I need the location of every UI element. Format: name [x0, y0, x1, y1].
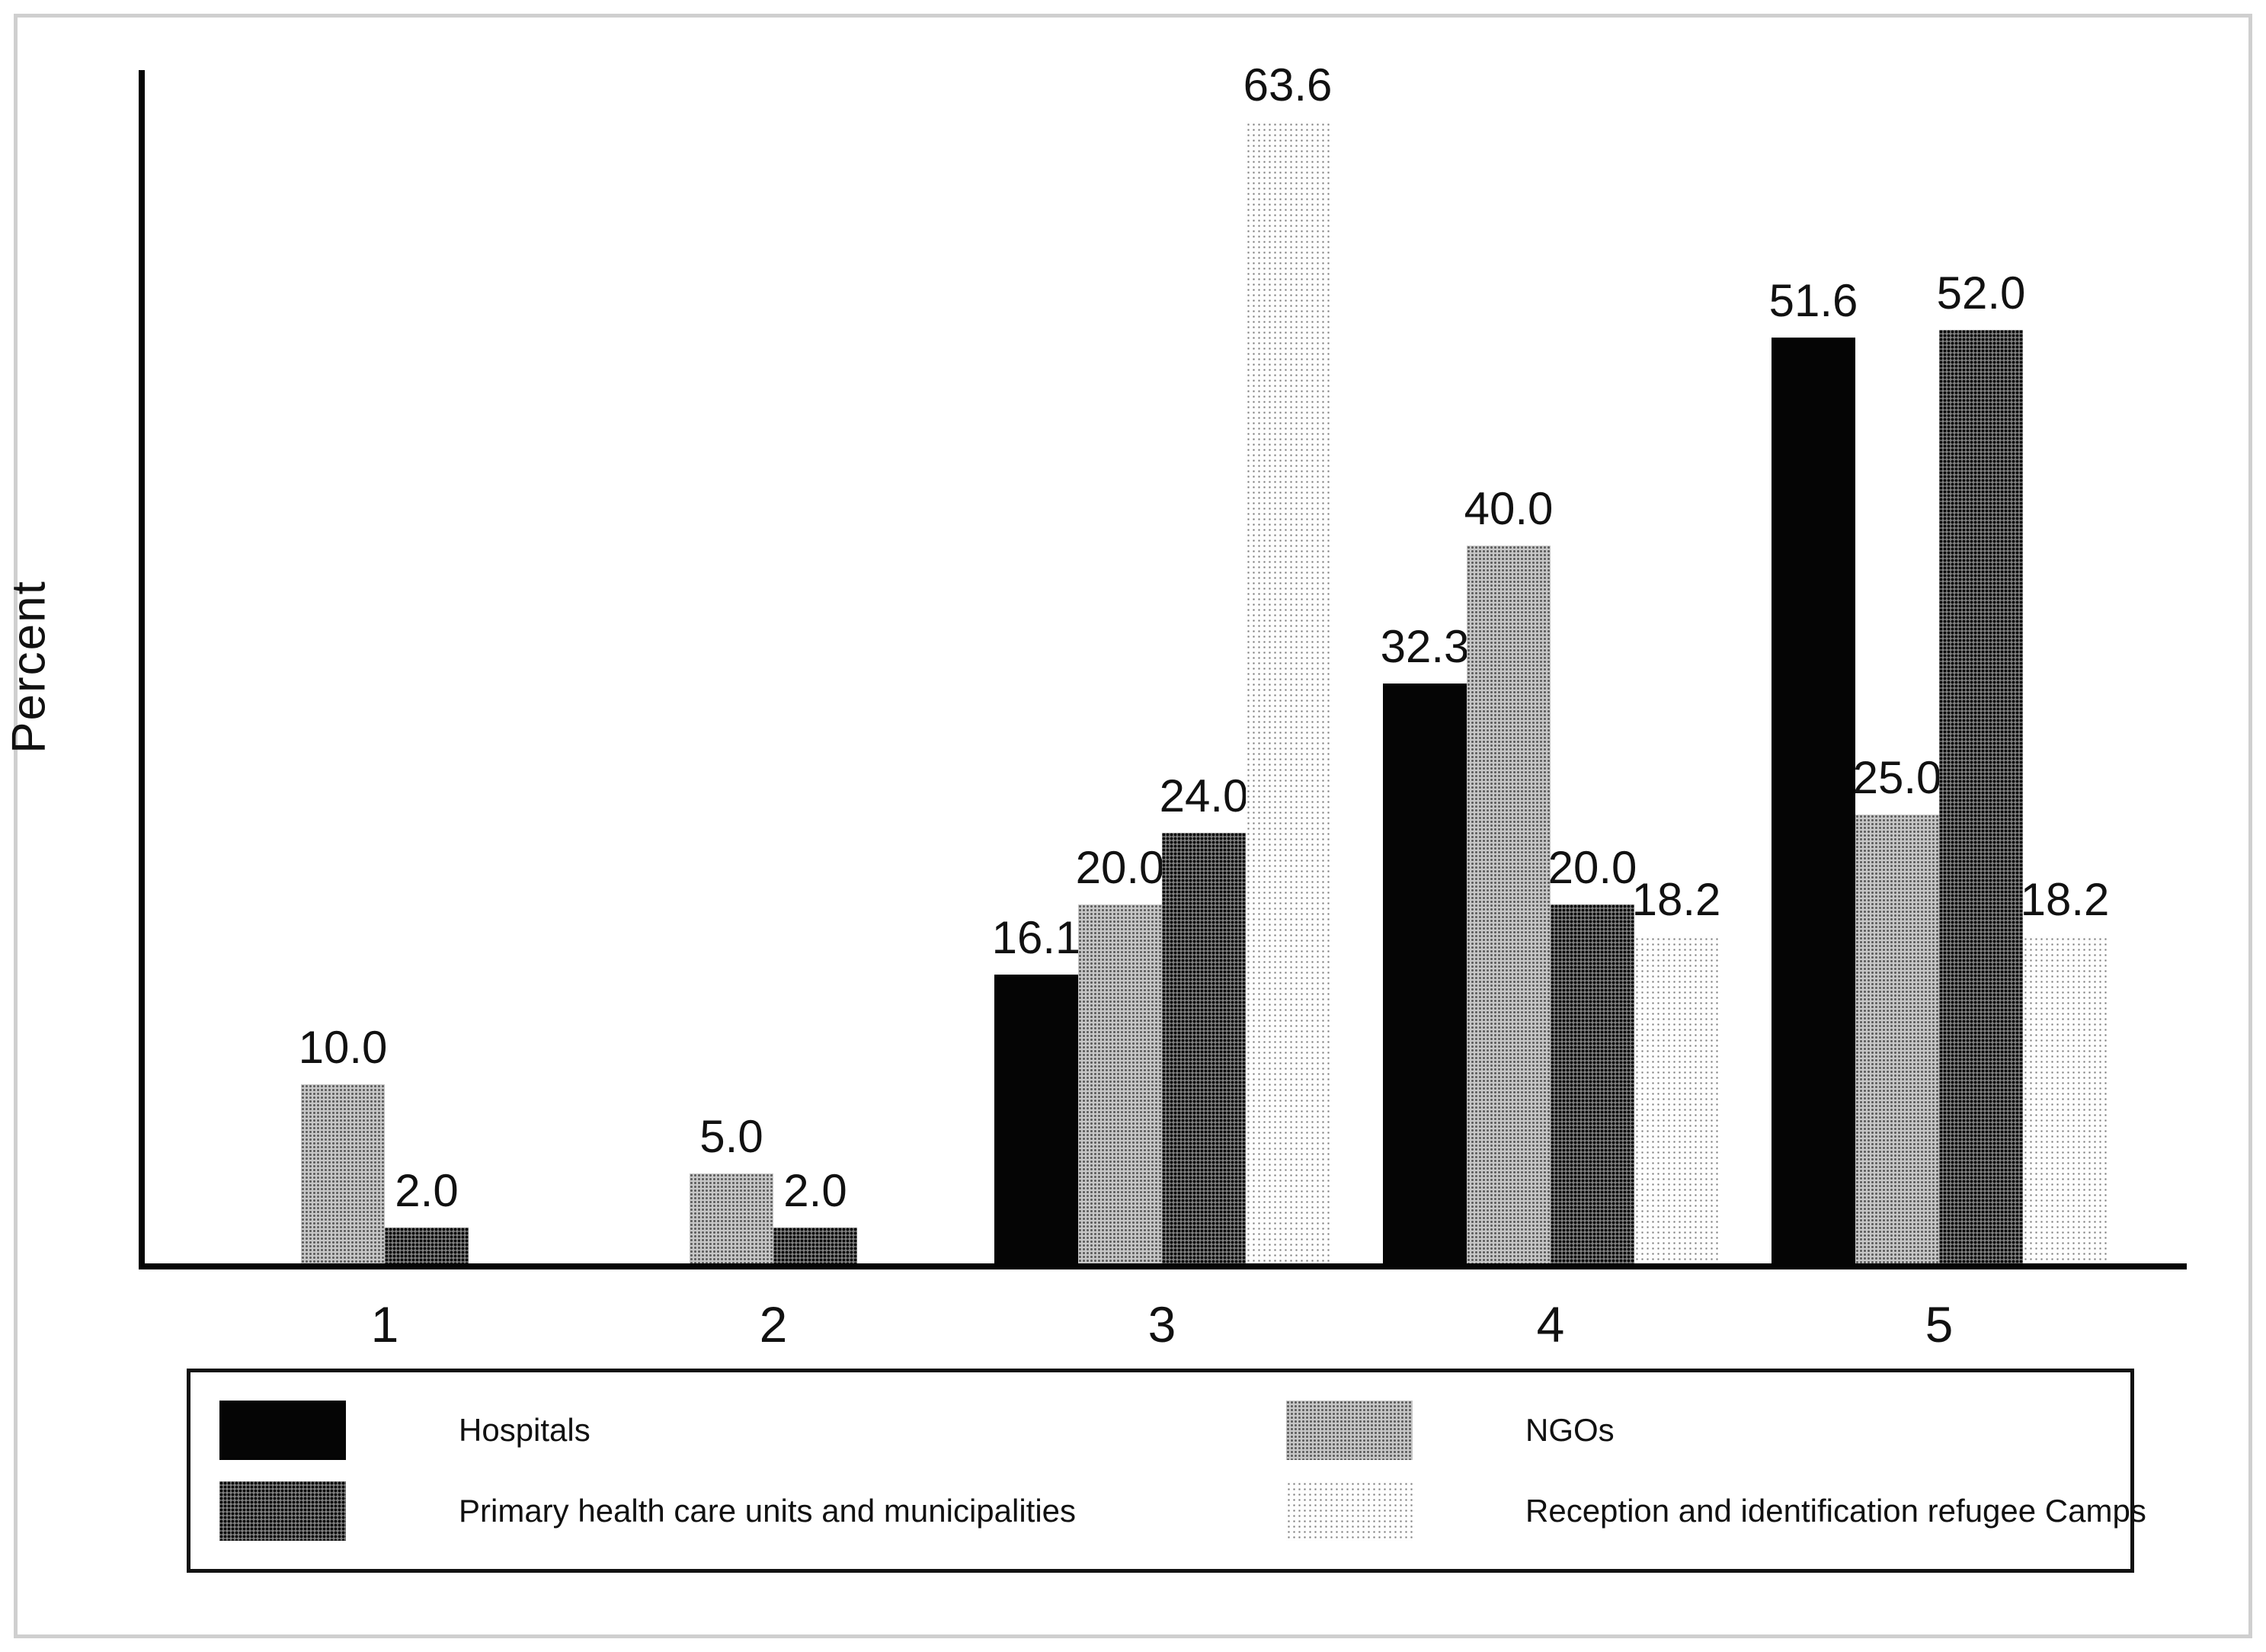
x-tick-label: 5 — [1925, 1296, 1954, 1353]
bar-value-label: 63.6 — [1243, 59, 1333, 110]
legend-swatch — [1286, 1401, 1413, 1460]
bar — [773, 1228, 857, 1263]
bar-value-label: 10.0 — [298, 1022, 388, 1073]
bar-value-label: 24.0 — [1159, 770, 1249, 821]
bar-group: 32.3 40.0 20.0 18.2 — [1380, 70, 1721, 1263]
plot-area: 10.0 2.0 5.0 2.0 16.1 20.0 24.0 63.6 32.3 40.0 20.… — [139, 59, 2187, 1269]
bar-group: 10.0 2.0 — [217, 70, 552, 1263]
legend: Hospitals NGOs Primary health care units a… — [187, 1369, 2146, 1573]
legend-label: Primary health care units and municipali… — [459, 1493, 1077, 1529]
bar-group: 16.1 20.0 24.0 63.6 — [991, 59, 1332, 1263]
legend-item: Hospitals — [219, 1401, 1286, 1460]
bar — [1162, 833, 1246, 1263]
legend-item: Primary health care units and municipali… — [219, 1481, 1286, 1541]
bar — [1772, 338, 1855, 1263]
y-axis-title: Percent — [2, 580, 56, 754]
bar-value-label: 18.2 — [2020, 874, 2110, 925]
bar-value-label: 2.0 — [395, 1165, 459, 1216]
bar — [1551, 904, 1634, 1263]
bar — [1939, 330, 2023, 1263]
x-tick-label: 1 — [370, 1296, 399, 1353]
x-tick-label: 4 — [1536, 1296, 1565, 1353]
legend-label: Hospitals — [459, 1412, 591, 1448]
x-tick-label: 3 — [1147, 1296, 1176, 1353]
bar-value-label: 20.0 — [1547, 842, 1637, 893]
bar — [1246, 122, 1330, 1263]
bar — [1855, 815, 1939, 1263]
bar-value-label: 40.0 — [1464, 483, 1554, 534]
bar — [1634, 936, 1718, 1263]
bar — [1078, 904, 1162, 1263]
legend-label: Reception and identification refugee Cam… — [1525, 1493, 2146, 1529]
bar-value-label: 32.3 — [1380, 621, 1470, 672]
x-axis-line — [139, 1263, 2187, 1269]
bar — [2023, 936, 2107, 1263]
bar — [301, 1084, 385, 1263]
bar-value-label: 51.6 — [1768, 275, 1858, 326]
legend-item: Reception and identification refugee Cam… — [1286, 1481, 2146, 1541]
bar-value-label: 25.0 — [1852, 752, 1942, 803]
x-tick-label: 2 — [759, 1296, 788, 1353]
bar — [1467, 546, 1551, 1263]
bar — [1383, 684, 1467, 1263]
bar — [385, 1228, 469, 1263]
bar-value-label: 2.0 — [783, 1165, 847, 1216]
y-axis-line — [139, 70, 145, 1269]
bar-value-label: 5.0 — [699, 1111, 763, 1162]
bar-group: 5.0 2.0 — [606, 70, 941, 1263]
bar-value-label: 18.2 — [1631, 874, 1721, 925]
legend-item: NGOs — [1286, 1401, 2146, 1460]
bar — [994, 975, 1078, 1263]
legend-swatch — [1286, 1481, 1413, 1541]
legend-swatch — [219, 1481, 346, 1541]
bar-group: 51.6 25.0 52.0 18.2 — [1768, 70, 2110, 1263]
legend-label: NGOs — [1525, 1412, 1615, 1448]
legend-swatch — [219, 1401, 346, 1460]
bar — [690, 1173, 773, 1263]
bar-value-label: 20.0 — [1075, 842, 1165, 893]
bar-value-label: 16.1 — [991, 912, 1081, 963]
bar-value-label: 52.0 — [1936, 267, 2026, 319]
